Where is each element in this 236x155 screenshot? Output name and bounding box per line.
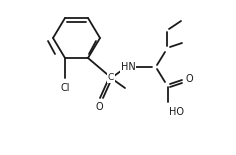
Text: C: C bbox=[108, 73, 114, 82]
Text: HN: HN bbox=[121, 62, 135, 72]
Text: HO: HO bbox=[169, 107, 184, 117]
Text: O: O bbox=[186, 74, 194, 84]
Text: O: O bbox=[95, 102, 103, 112]
Text: Cl: Cl bbox=[60, 83, 70, 93]
